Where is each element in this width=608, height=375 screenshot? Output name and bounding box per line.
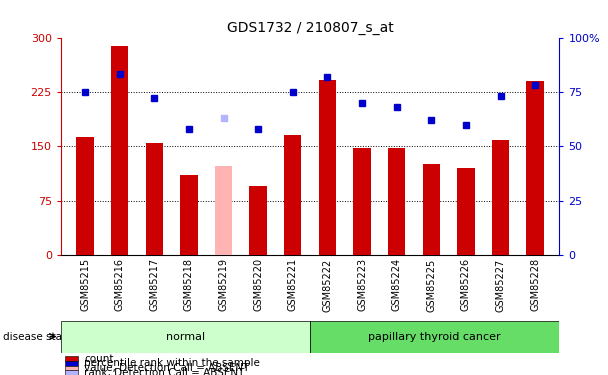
Bar <box>65 366 78 370</box>
Text: GSM85219: GSM85219 <box>218 258 229 311</box>
Bar <box>65 370 78 375</box>
Text: papillary thyroid cancer: papillary thyroid cancer <box>368 332 501 342</box>
Bar <box>146 142 163 255</box>
Text: GSM85224: GSM85224 <box>392 258 402 311</box>
Text: GSM85216: GSM85216 <box>115 258 125 311</box>
Text: GSM85221: GSM85221 <box>288 258 298 311</box>
Bar <box>65 361 78 366</box>
Text: GSM85218: GSM85218 <box>184 258 194 311</box>
Bar <box>61 321 310 352</box>
Bar <box>77 137 94 255</box>
Text: GSM85223: GSM85223 <box>357 258 367 311</box>
Text: GSM85225: GSM85225 <box>426 258 437 312</box>
Text: GSM85217: GSM85217 <box>150 258 159 311</box>
Text: rank, Detection Call = ABSENT: rank, Detection Call = ABSENT <box>84 368 244 375</box>
Text: GSM85222: GSM85222 <box>322 258 333 312</box>
Text: GSM85220: GSM85220 <box>253 258 263 311</box>
Bar <box>180 175 198 255</box>
Text: disease state: disease state <box>3 332 72 342</box>
Bar <box>353 148 371 255</box>
Bar <box>249 186 267 255</box>
Text: value, Detection Call = ABSENT: value, Detection Call = ABSENT <box>84 363 249 373</box>
Text: count: count <box>84 354 114 364</box>
Text: GSM85227: GSM85227 <box>496 258 505 312</box>
Bar <box>284 135 302 255</box>
Bar <box>215 166 232 255</box>
Bar <box>423 164 440 255</box>
Bar <box>111 46 128 255</box>
Bar <box>388 148 406 255</box>
Text: percentile rank within the sample: percentile rank within the sample <box>84 358 260 368</box>
Text: GSM85226: GSM85226 <box>461 258 471 311</box>
Bar <box>319 80 336 255</box>
Bar <box>310 321 559 352</box>
Text: GSM85228: GSM85228 <box>530 258 540 311</box>
Text: normal: normal <box>166 332 205 342</box>
Bar <box>492 141 509 255</box>
Bar <box>527 81 544 255</box>
Bar <box>457 168 474 255</box>
Title: GDS1732 / 210807_s_at: GDS1732 / 210807_s_at <box>227 21 393 35</box>
Text: GSM85215: GSM85215 <box>80 258 90 311</box>
Bar <box>65 356 78 361</box>
